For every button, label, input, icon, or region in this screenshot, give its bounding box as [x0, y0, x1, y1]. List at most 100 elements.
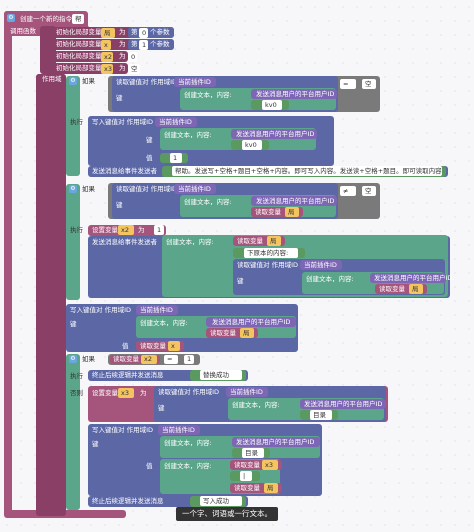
text-literal-field[interactable]: kv0 — [242, 140, 262, 150]
operator-dropdown[interactable]: = — [340, 79, 356, 89]
platform-id-block[interactable] — [370, 273, 446, 283]
help-text-field[interactable]: 帮助。发送写+空格+题目+空格+内容。即可写入内容。发送读+空格+题目。即可读取… — [172, 166, 442, 176]
nth-post: 个参数 — [150, 40, 170, 48]
read-var-label: 读取变量 — [210, 329, 236, 337]
empty-value[interactable]: 空 — [362, 79, 376, 89]
gear-icon[interactable]: ⚙ — [69, 77, 77, 85]
read-kv-label: 读取键值对 作用域ID — [116, 78, 177, 86]
operator-dropdown[interactable]: ≠ — [340, 186, 356, 196]
arg-index-field[interactable]: 1 — [139, 40, 148, 50]
gear-icon[interactable]: ⚙ — [69, 355, 77, 363]
stop-send-block[interactable] — [88, 370, 248, 381]
read-var-block[interactable] — [375, 284, 427, 294]
if2-block[interactable] — [66, 184, 80, 300]
stop-send-label: 终止后续逻辑并发送消息 — [92, 371, 164, 379]
current-plugin-id[interactable] — [174, 77, 216, 87]
text-literal-field[interactable]: 1 — [170, 153, 182, 163]
key-label: 键 — [237, 277, 244, 285]
text-literal-field[interactable]: | — [240, 471, 252, 481]
header-title: 创建一个新的指令 — [20, 15, 72, 23]
platform-id-block[interactable] — [251, 196, 337, 206]
gear-icon[interactable]: ⚙ — [69, 185, 77, 193]
read-var-label: 读取变量 — [140, 342, 166, 350]
as-label: 为 — [119, 64, 126, 72]
function-left-rail — [4, 11, 12, 516]
text-literal-field[interactable]: 目录 — [310, 410, 332, 420]
platform-id-label: 发送消息用户的平台用户ID — [212, 318, 291, 326]
operator-dropdown[interactable]: = — [164, 355, 178, 364]
var-dropdown[interactable]: 局 — [264, 483, 278, 493]
text-literal-field[interactable]: 下原本的内容: — [244, 248, 298, 258]
if3-block[interactable] — [66, 354, 80, 510]
current-plugin-id[interactable] — [155, 117, 197, 127]
text-literal-field[interactable]: 目录 — [242, 448, 264, 458]
gear-icon[interactable]: ⚙ — [7, 14, 15, 22]
read-var-block[interactable] — [230, 483, 282, 493]
var-dropdown[interactable]: x3 — [118, 388, 134, 398]
text-literal-field[interactable]: 替换成功 — [200, 370, 242, 380]
current-plugin-id[interactable] — [174, 184, 216, 194]
read-var-block[interactable] — [206, 328, 258, 338]
read-var-block[interactable] — [110, 355, 160, 364]
init-var-field[interactable]: x3 — [101, 64, 113, 74]
current-plugin-id[interactable] — [226, 387, 268, 397]
text-literal-field[interactable]: 写入成功 — [200, 496, 242, 506]
as-label: 为 — [140, 389, 147, 397]
do-label: 执行 — [70, 372, 83, 380]
tooltip: 一个字、词语或一行文本。 — [176, 507, 278, 521]
var-dropdown[interactable]: x2 — [141, 355, 157, 364]
scope-rail — [36, 74, 66, 516]
write-kv-label: 写入键值对 作用域ID — [70, 306, 131, 314]
current-plugin-id[interactable] — [136, 305, 178, 315]
arg-index-field[interactable]: 0 — [139, 28, 148, 38]
var-dropdown[interactable]: 局 — [285, 207, 299, 217]
empty-value[interactable]: 空 — [362, 186, 376, 196]
platform-id-label: 发送消息用户的平台用户ID — [256, 90, 335, 98]
var-dropdown[interactable]: 局 — [409, 284, 423, 294]
read-var-block[interactable] — [230, 460, 282, 470]
var-dropdown[interactable]: x3 — [262, 460, 278, 470]
var-dropdown[interactable]: 局 — [240, 328, 254, 338]
platform-id-block[interactable] — [232, 437, 320, 447]
init-var-field[interactable]: x — [101, 40, 111, 50]
init-row-3[interactable] — [44, 63, 128, 74]
init-value-field[interactable]: 空 — [128, 64, 140, 74]
create-text-label: 创建文本，内容: — [166, 238, 214, 246]
platform-id-label: 发送消息用户的平台用户ID — [374, 274, 453, 282]
var-dropdown[interactable]: 局 — [267, 236, 281, 246]
read-kv-label: 读取键值对 作用域ID — [116, 185, 177, 193]
platform-id-block[interactable] — [300, 399, 386, 409]
current-plugin-id[interactable] — [158, 425, 200, 435]
as-label: 为 — [119, 40, 126, 48]
text-literal-field[interactable]: kv0 — [262, 100, 282, 110]
platform-id-block[interactable] — [251, 89, 337, 99]
init-label: 初始化局部变量 — [56, 28, 102, 36]
init-var-field[interactable]: 局 — [101, 28, 115, 38]
if1-block[interactable] — [66, 76, 80, 176]
read-var-block[interactable] — [233, 236, 285, 246]
current-plugin-id[interactable] — [300, 260, 342, 270]
platform-id-block[interactable] — [231, 129, 317, 139]
function-block[interactable] — [4, 11, 88, 29]
init-var-field[interactable]: x2 — [101, 52, 113, 62]
value-label: 值 — [146, 154, 153, 162]
read-var-block[interactable] — [251, 207, 303, 217]
read-var-label: 读取变量 — [255, 208, 281, 216]
var-dropdown[interactable]: x — [168, 341, 180, 351]
as-label: 为 — [119, 28, 126, 36]
number-field[interactable]: 1 — [154, 225, 164, 235]
read-var-label: 读取变量 — [234, 484, 260, 492]
nth-arg-block[interactable] — [128, 39, 174, 50]
current-plugin-label: 当前插件ID — [304, 261, 337, 269]
nth-arg-block[interactable] — [128, 27, 174, 38]
platform-id-block[interactable] — [206, 317, 296, 327]
stop-send-block[interactable] — [88, 496, 248, 507]
init-value-field[interactable]: 0 — [128, 52, 137, 62]
number-field[interactable]: 1 — [184, 355, 194, 364]
init-label: 初始化局部变量 — [56, 40, 102, 48]
init-row-2[interactable] — [44, 51, 128, 62]
read-var-block[interactable] — [136, 341, 184, 351]
var-dropdown[interactable]: x2 — [118, 225, 134, 235]
header-field[interactable]: 帮 — [72, 14, 84, 24]
read-var-label: 读取变量 — [234, 461, 260, 469]
